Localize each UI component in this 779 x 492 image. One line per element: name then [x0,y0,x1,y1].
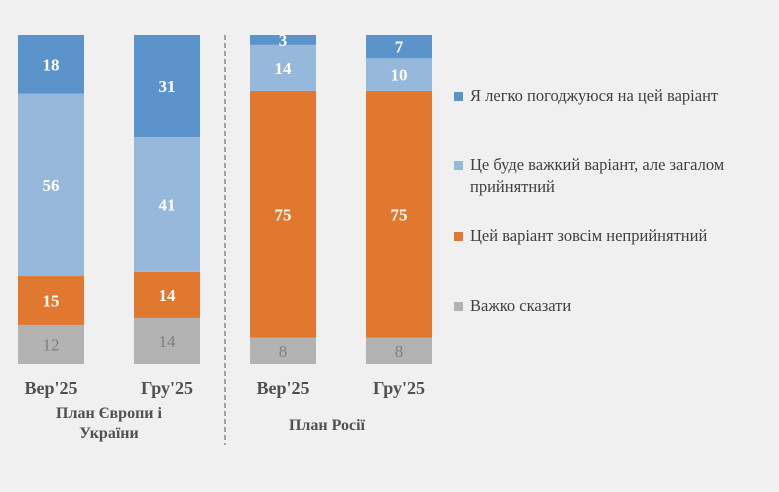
data-label: 56 [43,176,60,195]
category-label: Гру'25 [373,378,425,398]
bar-segment [250,337,316,364]
bar-segment [134,317,200,364]
data-label: 3 [279,31,288,50]
data-label: 41 [159,195,176,214]
legend-swatch [454,92,463,101]
legend-swatch [454,302,463,311]
legend-item-hard-to-say: Важко сказати [454,295,571,317]
bar-segment [250,44,316,91]
bar-segment [366,90,432,338]
data-label: 12 [43,335,60,354]
data-label: 15 [43,291,60,310]
bar-segment [250,35,316,45]
legend-label: Цей варіант зовсім неприйнятний [470,226,708,245]
legend-item-unacceptable: Цей варіант зовсім неприйнятний [454,225,779,247]
data-label: 14 [159,332,177,351]
bar-segment [134,271,200,318]
category-label: Гру'25 [141,378,193,398]
bar-segment [366,35,432,59]
bar-segment [134,35,200,137]
legend-item-easy-agree: Я легко погоджуюся на цей варіант [454,85,730,107]
group-label: План Європи і України [56,405,162,442]
legend-label: Я легко погоджуюся на цей варіант [470,86,719,105]
category-label: Вер'25 [256,378,309,398]
bar-segment [18,35,84,94]
legend-swatch [454,161,463,170]
bar-segment [18,93,84,277]
bar-segment [366,58,432,91]
bar-segment [18,324,84,364]
legend-item-hard-acceptable: Це буде важкий варіант, але загалом прий… [454,154,730,198]
legend-label: Важко сказати [470,296,572,315]
data-label: 14 [159,286,177,305]
data-label: 8 [395,342,404,361]
bar-segment [134,136,200,272]
data-label: 31 [159,77,176,96]
data-label: 75 [275,205,292,224]
data-label: 75 [391,205,408,224]
group-label: План Росії [289,417,366,434]
bar-segment [366,337,432,364]
data-label: 10 [391,65,408,84]
data-label: 7 [395,38,404,57]
bar-segment [18,276,84,325]
data-label: 18 [43,55,60,74]
data-label: 14 [275,59,293,78]
legend-label: Це буде важкий варіант, але загалом прий… [470,155,725,196]
bar-segment [250,90,316,338]
legend-swatch [454,232,463,241]
category-label: Вер'25 [24,378,77,398]
data-label: 8 [279,342,288,361]
